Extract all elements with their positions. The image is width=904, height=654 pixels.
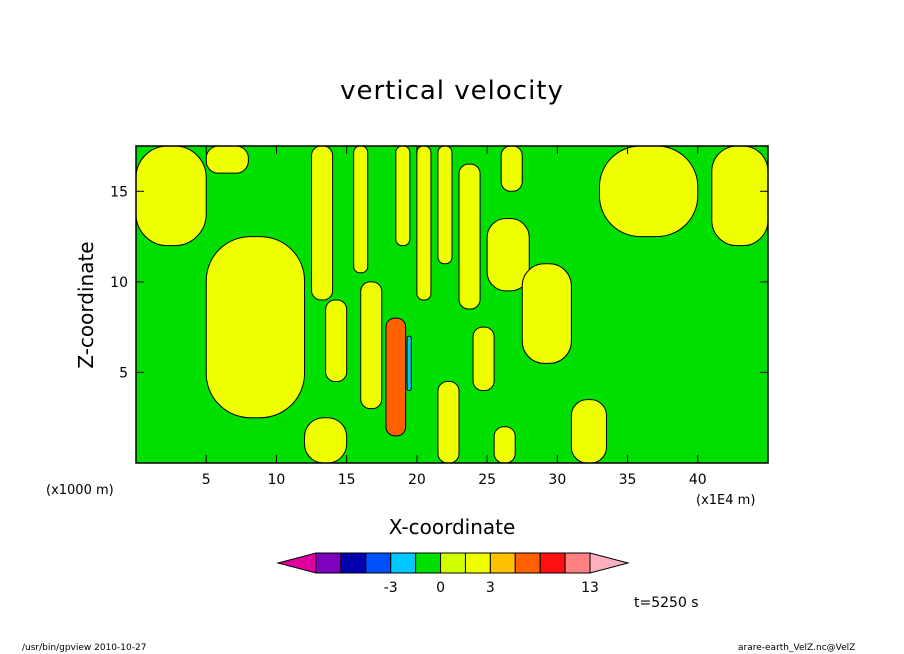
x-tick-label: 40 xyxy=(689,472,707,488)
contour-region-yellow xyxy=(486,217,530,292)
contour-region-yellow xyxy=(360,281,383,410)
x-tick-label: 10 xyxy=(268,472,286,488)
x-axis-unit-right: (x1E4 m) xyxy=(696,493,756,508)
colorbar-arrow-low xyxy=(276,552,317,574)
contour-region-yellow xyxy=(458,163,481,310)
colorbar-swatch xyxy=(489,552,516,574)
colorbar-swatch xyxy=(539,552,566,574)
plot-area xyxy=(135,145,769,464)
colorbar-tick-label: -3 xyxy=(384,580,398,596)
contour-region-yellow xyxy=(135,145,207,247)
colorbar-tick-label: 3 xyxy=(486,580,495,596)
y-tick-label: 10 xyxy=(110,275,128,291)
contour-region-yellow xyxy=(493,426,516,464)
contour-region-yellow xyxy=(472,326,495,392)
x-axis-label: X-coordinate xyxy=(388,515,516,539)
plot-frame xyxy=(135,145,769,464)
contour-region-yellow xyxy=(325,299,348,382)
colorbar-swatch xyxy=(365,552,392,574)
contour-region-cyan xyxy=(406,335,412,392)
colorbar-swatch xyxy=(340,552,367,574)
colorbar-swatch xyxy=(464,552,491,574)
colorbar-swatch xyxy=(315,552,342,574)
contour-region-yellow xyxy=(500,145,523,192)
contour-region-orange xyxy=(385,317,407,437)
x-tick-label: 25 xyxy=(478,472,496,488)
colorbar-tick-label: 0 xyxy=(436,580,445,596)
footer-data-source: arare-earth_VelZ.nc@VelZ xyxy=(738,643,856,653)
contour-region-yellow xyxy=(205,236,306,419)
contour-region-yellow xyxy=(711,145,769,247)
contour-region-yellow xyxy=(437,380,460,464)
y-tick-label: 15 xyxy=(110,184,128,200)
colorbar: -3 0 3 13 xyxy=(276,552,630,596)
contour-region-yellow xyxy=(416,145,432,301)
colorbar-arrow-high xyxy=(589,552,630,574)
x-tick-label: 20 xyxy=(408,472,426,488)
colorbar-swatch xyxy=(514,552,541,574)
colorbar-swatch xyxy=(415,552,442,574)
contour-region-yellow xyxy=(598,145,699,238)
contour-region-yellow xyxy=(521,263,572,364)
x-tick-label: 5 xyxy=(202,472,211,488)
contour-region-yellow xyxy=(311,145,334,301)
contour-region-yellow xyxy=(304,417,348,464)
x-axis-unit-left: (x1000 m) xyxy=(46,483,114,498)
colorbar-swatch xyxy=(564,552,591,574)
axes: 5 10 15 20 25 30 35 40 5 10 15 xyxy=(110,145,769,488)
y-tick-label: 5 xyxy=(119,365,128,381)
time-annotation: t=5250 s xyxy=(634,595,699,611)
colorbar-swatch xyxy=(390,552,417,574)
contour-region-yellow xyxy=(437,145,453,265)
x-tick-label: 35 xyxy=(619,472,637,488)
contour-region-yellow xyxy=(395,145,411,247)
x-tick-label: 30 xyxy=(548,472,566,488)
contour-region-yellow xyxy=(353,145,369,274)
colorbar-tick-label: 13 xyxy=(581,580,599,596)
footer-program-date: /usr/bin/gpview 2010-10-27 xyxy=(22,643,147,653)
chart-title: vertical velocity xyxy=(340,76,564,106)
contour-region-yellow xyxy=(205,145,249,174)
colorbar-swatch xyxy=(440,552,466,574)
x-tick-label: 15 xyxy=(338,472,356,488)
contour-region-yellow xyxy=(570,399,607,464)
